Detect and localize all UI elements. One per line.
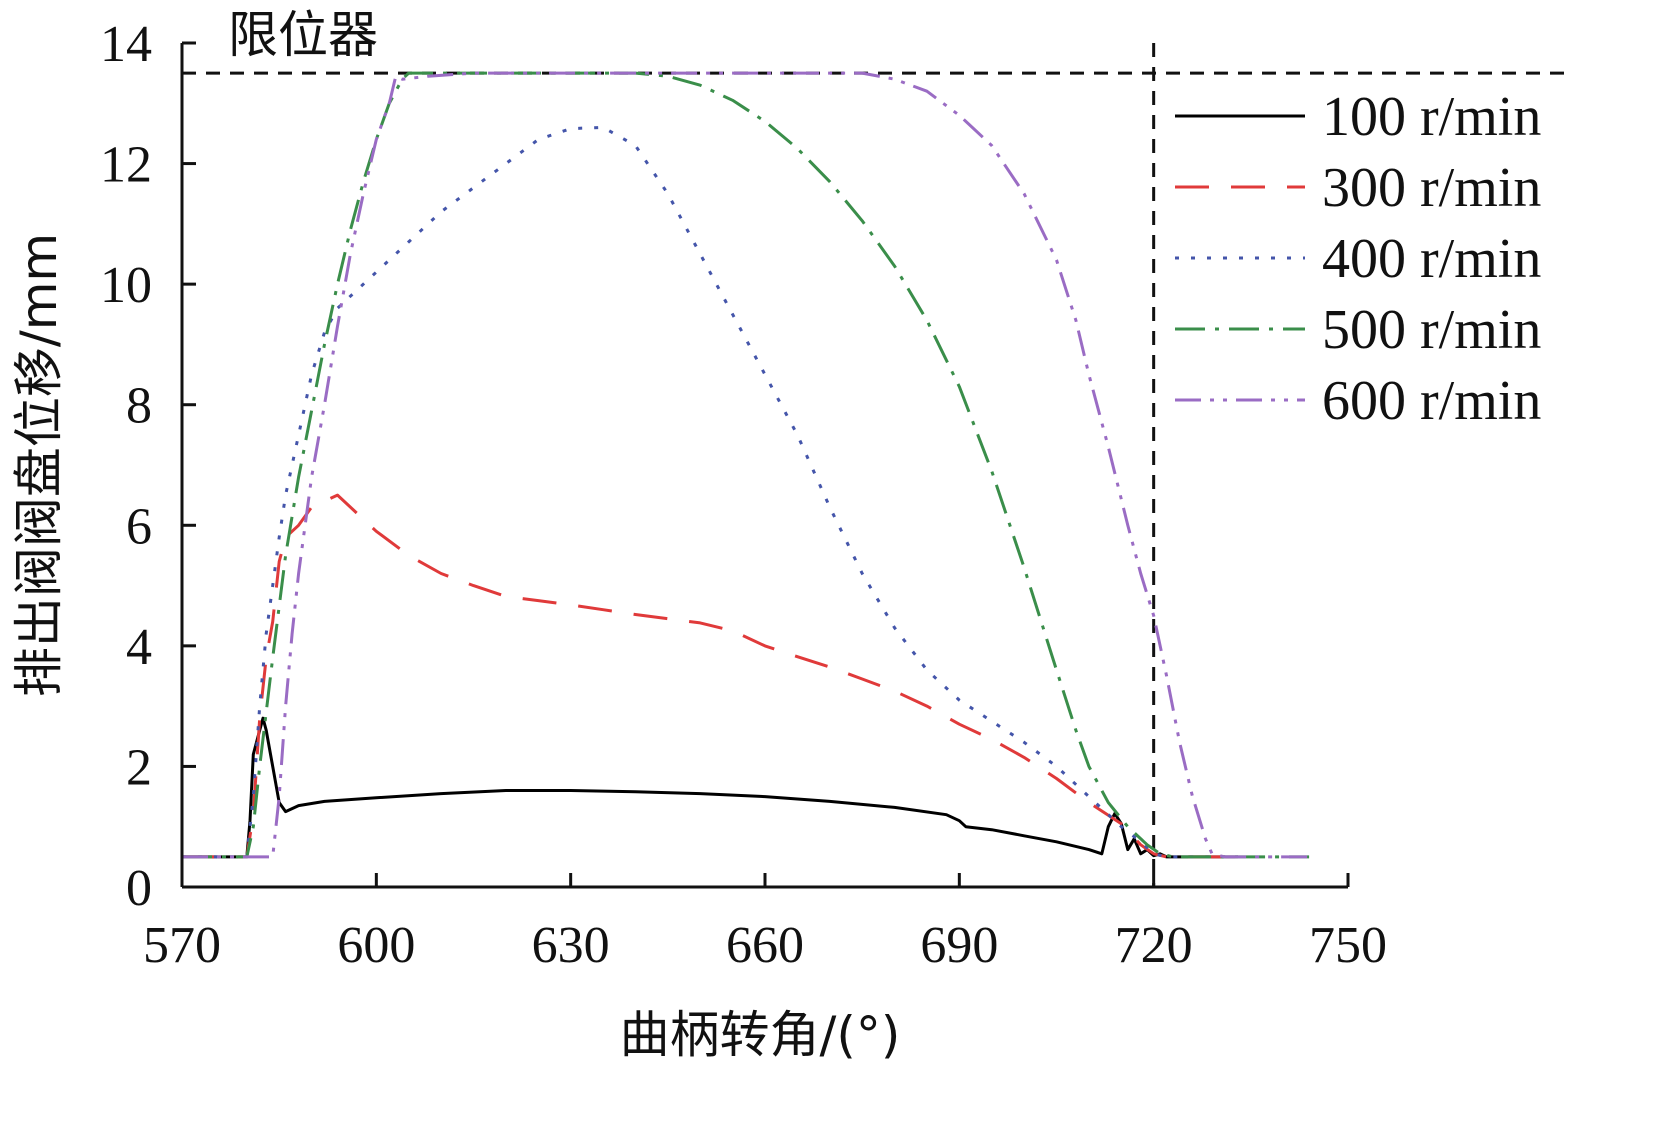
x-tick-label: 600 bbox=[337, 917, 415, 974]
legend-label-4: 500 r/min bbox=[1322, 299, 1541, 361]
tick-labels: 570 600 630 660 690 720 750 0 2 4 6 8 10 12 14 bbox=[100, 16, 1387, 974]
y-axis-title: 排出阀阀盘位移/mm bbox=[10, 233, 68, 697]
series-line-1 bbox=[182, 716, 1238, 859]
y-tick-label: 10 bbox=[100, 257, 152, 314]
y-tick-label: 0 bbox=[126, 860, 152, 917]
series-line-5 bbox=[182, 71, 1310, 859]
y-tick-label: 8 bbox=[126, 378, 152, 435]
legend-label-2: 300 r/min bbox=[1322, 157, 1541, 219]
legend-label-5: 600 r/min bbox=[1322, 370, 1541, 432]
x-axis-title: 曲柄转角/(°) bbox=[620, 1006, 901, 1064]
y-tick-label: 12 bbox=[100, 137, 152, 194]
x-tick-label: 690 bbox=[920, 917, 998, 974]
x-tick-label: 630 bbox=[532, 917, 610, 974]
axes bbox=[180, 43, 1348, 889]
limiter-annotation: 限位器 bbox=[228, 6, 378, 64]
y-tick-label: 4 bbox=[126, 619, 152, 676]
series-line-4 bbox=[182, 71, 1310, 859]
legend: 100 r/min 300 r/min 400 r/min 500 r/min 600 … bbox=[1175, 86, 1541, 432]
series-line-3 bbox=[182, 125, 1238, 859]
legend-label-3: 400 r/min bbox=[1322, 228, 1541, 290]
legend-label-1: 100 r/min bbox=[1322, 86, 1541, 148]
x-tick-label: 750 bbox=[1309, 917, 1387, 974]
x-tick-label: 720 bbox=[1115, 917, 1193, 974]
reference-lines bbox=[182, 43, 1568, 887]
x-tick-label: 660 bbox=[726, 917, 804, 974]
ticks bbox=[180, 41, 1350, 889]
y-tick-label: 6 bbox=[126, 498, 152, 555]
series-group bbox=[182, 71, 1310, 859]
y-tick-label: 14 bbox=[100, 16, 152, 73]
x-tick-label: 570 bbox=[143, 917, 221, 974]
series-line-2 bbox=[182, 493, 1238, 859]
y-tick-label: 2 bbox=[126, 739, 152, 796]
